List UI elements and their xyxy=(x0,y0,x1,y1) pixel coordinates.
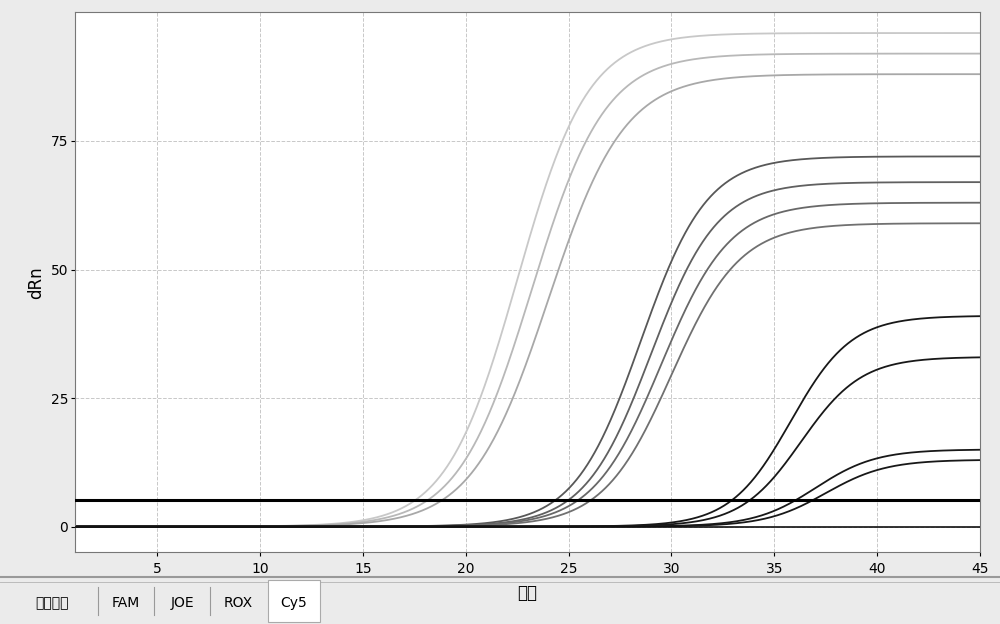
FancyBboxPatch shape xyxy=(268,580,320,622)
Text: ROX: ROX xyxy=(223,596,253,610)
Y-axis label: dRn: dRn xyxy=(27,266,45,299)
Text: JOE: JOE xyxy=(170,596,194,610)
Text: Cy5: Cy5 xyxy=(281,596,307,610)
Text: 所有通道: 所有通道 xyxy=(35,596,69,610)
Text: FAM: FAM xyxy=(112,596,140,610)
X-axis label: 循环: 循环 xyxy=(518,584,538,602)
